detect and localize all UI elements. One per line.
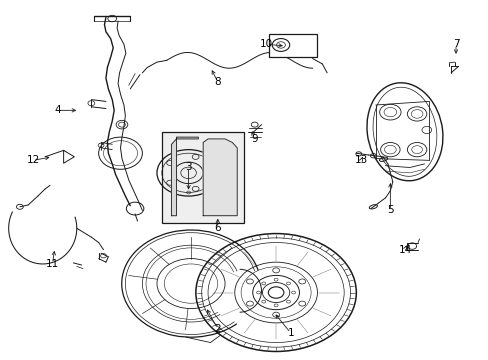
- Text: 2: 2: [214, 324, 221, 334]
- Text: 13: 13: [354, 156, 367, 165]
- Text: 14: 14: [398, 245, 411, 255]
- FancyBboxPatch shape: [162, 132, 244, 223]
- Text: 12: 12: [26, 156, 40, 165]
- Bar: [268, 33, 317, 57]
- Text: 3: 3: [185, 162, 191, 172]
- Text: 11: 11: [46, 259, 59, 269]
- Text: 10: 10: [259, 39, 272, 49]
- Text: 4: 4: [54, 105, 61, 115]
- Polygon shape: [171, 137, 198, 216]
- Text: 1: 1: [287, 328, 293, 338]
- Text: 9: 9: [250, 134, 257, 144]
- Text: 8: 8: [214, 77, 221, 87]
- Text: 6: 6: [214, 223, 221, 233]
- Text: 5: 5: [386, 205, 393, 215]
- Text: 7: 7: [452, 39, 458, 49]
- Polygon shape: [203, 139, 237, 216]
